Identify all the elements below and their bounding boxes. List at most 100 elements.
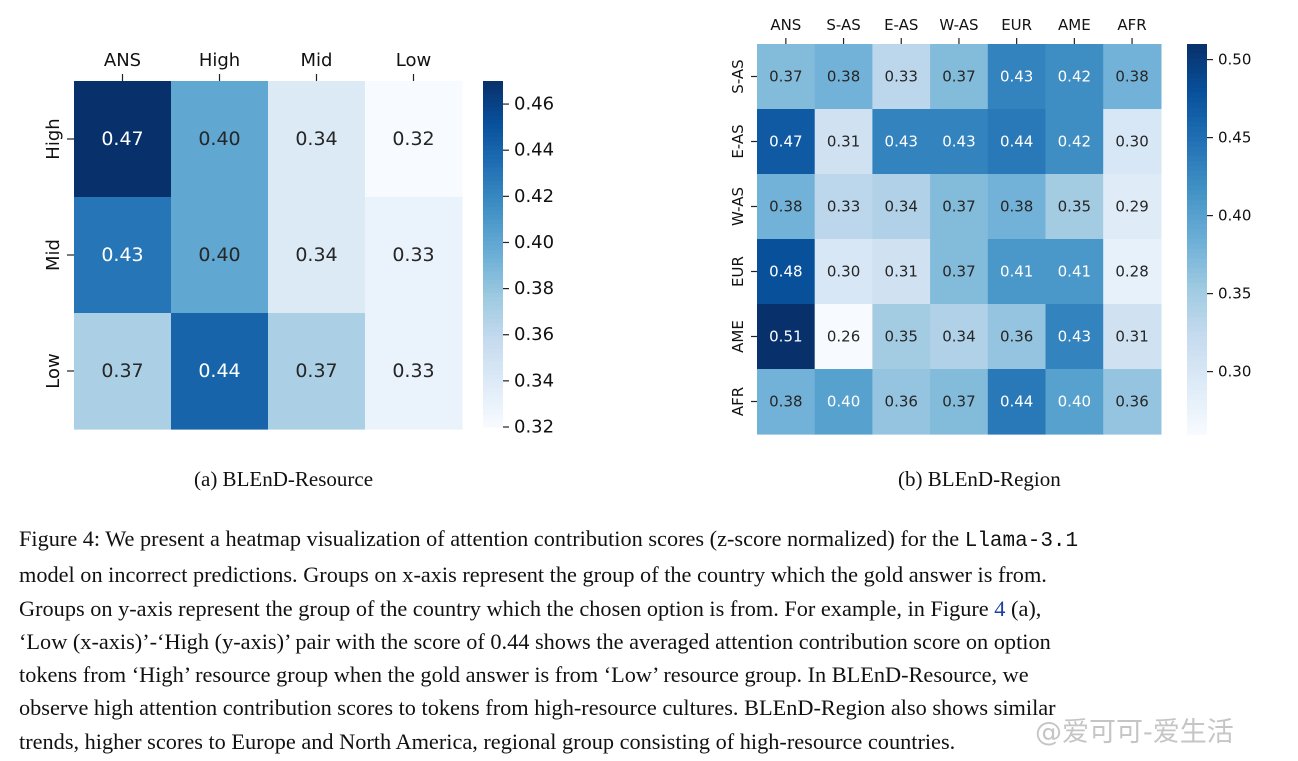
colorbar-segment bbox=[483, 288, 503, 294]
colorbar-segment bbox=[1187, 146, 1207, 152]
cell-value-label: 0.33 bbox=[392, 360, 434, 382]
heatmap-cell bbox=[757, 109, 816, 175]
x-tick-label: W-AS bbox=[939, 16, 978, 34]
colorbar-segment bbox=[1187, 263, 1207, 269]
colorbar-segment bbox=[483, 180, 503, 186]
heatmap-cell bbox=[171, 313, 269, 430]
cell-value-label: 0.51 bbox=[769, 328, 802, 346]
colorbar-tick-label: 0.35 bbox=[1218, 285, 1251, 303]
colorbar-tick-label: 0.45 bbox=[1218, 129, 1251, 147]
colorbar-segment bbox=[483, 193, 503, 199]
colorbar-segment bbox=[1187, 243, 1207, 250]
heatmap-cell bbox=[872, 239, 931, 305]
colorbar-tick-label: 0.30 bbox=[1218, 363, 1251, 381]
colorbar-segment bbox=[1187, 292, 1207, 299]
colorbar-segment bbox=[1187, 92, 1207, 99]
colorbar-segment bbox=[1187, 200, 1207, 206]
heatmap-cell bbox=[268, 81, 366, 198]
colorbar-segment bbox=[483, 271, 503, 277]
cell-value-label: 0.34 bbox=[942, 328, 975, 346]
heatmap-cell bbox=[1045, 239, 1104, 305]
colorbar-segment bbox=[1187, 190, 1207, 196]
cell-value-label: 0.40 bbox=[198, 128, 240, 150]
colorbar-segment bbox=[1187, 248, 1207, 255]
colorbar-segment bbox=[483, 236, 503, 242]
cell-value-label: 0.28 bbox=[1115, 263, 1148, 281]
colorbar-segment bbox=[483, 202, 503, 208]
heatmap-cell bbox=[814, 109, 873, 175]
heatmap-cell bbox=[814, 174, 873, 240]
x-tick-label: High bbox=[199, 50, 240, 71]
colorbar-segment bbox=[1187, 278, 1207, 284]
x-tick-label: E-AS bbox=[884, 16, 918, 34]
colorbar-tick-label: 0.50 bbox=[1218, 51, 1251, 69]
colorbar-segment bbox=[1187, 258, 1207, 264]
colorbar-tick-label: 0.36 bbox=[514, 324, 554, 345]
colorbar-segment bbox=[1187, 273, 1207, 279]
figure-reference-link[interactable]: 4 bbox=[994, 595, 1006, 621]
colorbar-segment bbox=[1187, 117, 1207, 123]
caption-text: observe high attention contribution scor… bbox=[19, 695, 1056, 721]
heatmap-cell bbox=[365, 313, 463, 430]
colorbar-segment bbox=[483, 388, 503, 393]
colorbar-segment bbox=[1187, 404, 1207, 411]
colorbar-segment bbox=[1187, 282, 1207, 289]
cell-value-label: 0.48 bbox=[769, 263, 802, 281]
colorbar-segment bbox=[1187, 136, 1207, 143]
colorbar-segment bbox=[483, 301, 503, 307]
colorbar-segment bbox=[483, 314, 503, 320]
colorbar-segment bbox=[1187, 165, 1207, 172]
cell-value-label: 0.32 bbox=[392, 128, 434, 150]
colorbar-segment bbox=[483, 266, 503, 272]
colorbar-segment bbox=[1187, 180, 1207, 186]
colorbar-segment bbox=[483, 223, 503, 229]
y-tick-label: AFR bbox=[729, 387, 747, 416]
cell-value-label: 0.37 bbox=[942, 393, 975, 411]
heatmap-cell bbox=[930, 239, 989, 305]
colorbar-segment bbox=[483, 392, 503, 398]
colorbar-segment bbox=[483, 349, 503, 355]
watermark: @爱可可-爱生活 bbox=[1035, 717, 1234, 748]
colorbar-segment bbox=[483, 228, 503, 233]
heatmap-cell bbox=[930, 304, 989, 370]
cell-value-label: 0.43 bbox=[1058, 328, 1091, 346]
colorbar-segment bbox=[1187, 170, 1207, 177]
colorbar-segment bbox=[1187, 73, 1207, 79]
y-tick-label: W-AS bbox=[729, 187, 747, 226]
cell-value-label: 0.44 bbox=[198, 360, 240, 382]
colorbar-tick-label: 0.42 bbox=[514, 186, 554, 207]
y-tick-label: E-AS bbox=[729, 124, 747, 158]
colorbar-tick-label: 0.40 bbox=[1218, 207, 1251, 225]
colorbar-segment bbox=[483, 383, 503, 389]
cell-value-label: 0.34 bbox=[295, 244, 337, 266]
heatmap-cell bbox=[757, 369, 816, 435]
colorbar-segment bbox=[1187, 395, 1207, 401]
cell-value-label: 0.26 bbox=[827, 328, 860, 346]
heatmap-cell bbox=[171, 81, 269, 198]
colorbar-segment bbox=[1187, 287, 1207, 294]
colorbar-segment bbox=[483, 370, 503, 376]
colorbar-segment bbox=[483, 197, 503, 203]
colorbar-segment bbox=[483, 154, 503, 160]
caption-code: Llama-3.1 bbox=[964, 530, 1079, 553]
heatmap-cell bbox=[757, 174, 816, 240]
cell-value-label: 0.33 bbox=[392, 244, 434, 266]
colorbar-segment bbox=[483, 171, 503, 177]
cell-value-label: 0.37 bbox=[942, 263, 975, 281]
colorbar-segment bbox=[1187, 161, 1207, 167]
heatmap-cell bbox=[74, 313, 172, 430]
cell-value-label: 0.36 bbox=[1000, 328, 1033, 346]
colorbar-segment bbox=[1187, 419, 1207, 425]
colorbar-segment bbox=[483, 145, 503, 151]
cell-value-label: 0.47 bbox=[101, 128, 143, 150]
heatmap-cell bbox=[268, 313, 366, 430]
cell-value-label: 0.29 bbox=[1115, 198, 1148, 216]
heatmap-cell bbox=[1103, 174, 1162, 240]
colorbar-segment bbox=[1187, 429, 1207, 435]
colorbar-tick-label: 0.44 bbox=[514, 140, 554, 161]
y-tick-label: S-AS bbox=[729, 59, 747, 93]
colorbar-segment bbox=[483, 340, 503, 346]
colorbar-segment bbox=[483, 414, 503, 419]
colorbar-segment bbox=[483, 141, 503, 147]
colorbar-tick-label: 0.40 bbox=[514, 232, 554, 253]
